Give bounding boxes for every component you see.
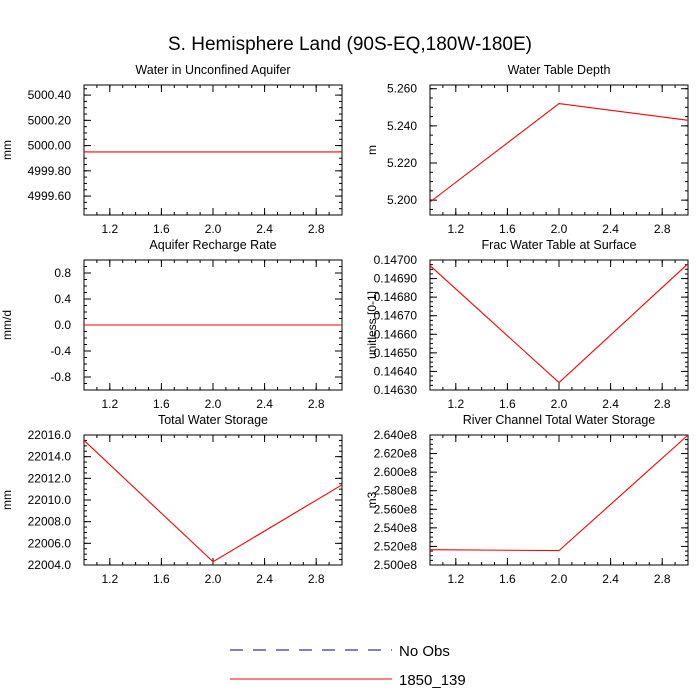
- panel-4-frame: [429, 259, 689, 391]
- panel-1-x-tick-label: 2.4: [256, 222, 273, 236]
- panel-5-x-tick-label: 1.2: [101, 572, 118, 586]
- panel-4-x-tick-label: 2.0: [551, 397, 568, 411]
- panel-1-frame: [83, 84, 343, 216]
- panel-2-series-line: [429, 102, 689, 203]
- panel-5-y-tick-label: 22006.0: [28, 536, 72, 550]
- panel-4-x-tick-label: 1.2: [447, 397, 464, 411]
- panel-4-series-line: [429, 263, 689, 384]
- panel-3-y-axis-label: mm/d: [0, 310, 14, 340]
- panel-4-y-tick-label: 0.14660: [374, 327, 418, 341]
- panel-3-y-tick-label: -0.8: [50, 370, 71, 384]
- panel-2-x-tick-label: 1.2: [447, 222, 464, 236]
- panel-5-y-tick-label: 22012.0: [28, 471, 72, 485]
- panel-2-x-tick-label: 2.4: [602, 222, 619, 236]
- panel-2-y-tick-label: 5.220: [387, 156, 417, 170]
- panel-4-y-tick-label: 0.14670: [374, 309, 418, 323]
- panel-5-y-tick-label: 22016.0: [28, 428, 72, 442]
- panel-6-y-tick-label: 2.520e8: [374, 539, 418, 553]
- panel-2-x-tick-label: 1.6: [499, 222, 516, 236]
- panel-5-y-tick-label: 22004.0: [28, 558, 72, 572]
- panel-1-x-tick-label: 1.2: [101, 222, 118, 236]
- panel-4-y-tick-label: 0.14650: [374, 346, 418, 360]
- panel-3-x-tick-label: 1.6: [153, 397, 170, 411]
- panel-4-title: Frac Water Table at Surface: [482, 238, 637, 252]
- panel-2-frame: [429, 84, 689, 216]
- panel-6-title: River Channel Total Water Storage: [463, 413, 656, 427]
- panel-2-x-tick-label: 2.0: [551, 222, 568, 236]
- panel-6-x-tick-label: 2.0: [551, 572, 568, 586]
- panel-3-x-tick-label: 2.8: [308, 397, 325, 411]
- panel-4-x-tick-label: 1.6: [499, 397, 516, 411]
- panel-6-y-axis-label: m3: [365, 491, 379, 508]
- panel-4-x-tick-label: 2.8: [654, 397, 671, 411]
- panel-3-x-tick-label: 2.0: [205, 397, 222, 411]
- panel-4-y-tick-label: 0.14700: [374, 253, 418, 267]
- panel-5-title: Total Water Storage: [158, 413, 268, 427]
- panel-2-y-tick-label: 5.240: [387, 119, 417, 133]
- panel-5-x-tick-label: 2.8: [308, 572, 325, 586]
- panel-1-y-tick-label: 5000.20: [28, 113, 72, 127]
- panel-5-x-tick-label: 1.6: [153, 572, 170, 586]
- panel-6-x-tick-label: 2.8: [654, 572, 671, 586]
- panel-6-x-tick-label: 2.4: [602, 572, 619, 586]
- main-title: S. Hemisphere Land (90S-EQ,180W-180E): [168, 34, 532, 55]
- panel-4-y-tick-label: 0.14630: [374, 383, 418, 397]
- panel-2-x-tick-label: 2.8: [654, 222, 671, 236]
- panel-2-y-tick-label: 5.200: [387, 193, 417, 207]
- panel-1-y-tick-label: 4999.60: [28, 189, 72, 203]
- panel-5-y-tick-label: 22014.0: [28, 450, 72, 464]
- panel-2-title: Water Table Depth: [508, 63, 611, 77]
- panel-6-x-tick-label: 1.6: [499, 572, 516, 586]
- panel-6-x-tick-label: 1.2: [447, 572, 464, 586]
- legend-label-1850-139: 1850_139: [399, 672, 466, 689]
- panel-3-y-tick-label: 0.8: [54, 266, 71, 280]
- panel-3-x-tick-label: 2.4: [256, 397, 273, 411]
- panel-1-title: Water in Unconfined Aquifer: [135, 63, 290, 77]
- panel-1-y-tick-label: 5000.40: [28, 88, 72, 102]
- panel-3-x-tick-label: 1.2: [101, 397, 118, 411]
- panel-4-x-tick-label: 2.4: [602, 397, 619, 411]
- panel-5-frame: [83, 434, 343, 566]
- panel-6-series-line: [429, 434, 689, 552]
- panel-1-y-tick-label: 4999.80: [28, 164, 72, 178]
- panel-2-y-axis-label: m: [365, 145, 379, 155]
- panel-1-y-axis-label: mm: [0, 140, 14, 160]
- legend: No Obs 1850_139: [230, 643, 466, 689]
- panel-5-y-tick-label: 22008.0: [28, 515, 72, 529]
- panel-6-y-tick-label: 2.580e8: [374, 484, 418, 498]
- panel-3-title: Aquifer Recharge Rate: [149, 238, 276, 252]
- panel-6-y-tick-label: 2.620e8: [374, 447, 418, 461]
- panel-1-x-tick-label: 1.6: [153, 222, 170, 236]
- panel-4-y-tick-label: 0.14690: [374, 272, 418, 286]
- panel-6-y-tick-label: 2.560e8: [374, 502, 418, 516]
- panel-6-y-tick-label: 2.640e8: [374, 428, 418, 442]
- panel-4-y-tick-label: 0.14680: [374, 290, 418, 304]
- panel-1-y-tick-label: 5000.00: [28, 139, 72, 153]
- panel-2-y-tick-label: 5.260: [387, 82, 417, 96]
- panel-1-x-tick-label: 2.8: [308, 222, 325, 236]
- panel-5-x-tick-label: 2.4: [256, 572, 273, 586]
- legend-label-no-obs: No Obs: [399, 643, 450, 660]
- panel-3-y-tick-label: 0.4: [54, 292, 71, 306]
- panel-1-x-tick-label: 2.0: [205, 222, 222, 236]
- panels: Water in Unconfined Aquifer 1.2 1.6 2.0 2.4 2…: [0, 63, 689, 586]
- panel-6-y-tick-label: 2.500e8: [374, 558, 418, 572]
- panel-6-y-tick-label: 2.540e8: [374, 521, 418, 535]
- panel-5-y-axis-label: mm: [0, 490, 14, 510]
- panel-5-y-tick-label: 22010.0: [28, 493, 72, 507]
- panel-5-series-line: [83, 440, 343, 563]
- panel-3-y-tick-label: 0.0: [54, 318, 71, 332]
- panel-6-y-tick-label: 2.600e8: [374, 465, 418, 479]
- panel-5-x-tick-label: 2.0: [205, 572, 222, 586]
- panel-3-y-tick-label: -0.4: [50, 344, 71, 358]
- panel-4-y-tick-label: 0.14640: [374, 364, 418, 378]
- panel-6-frame: [429, 434, 689, 566]
- panel-4-y-axis-label: unitless [0-1]: [365, 291, 379, 359]
